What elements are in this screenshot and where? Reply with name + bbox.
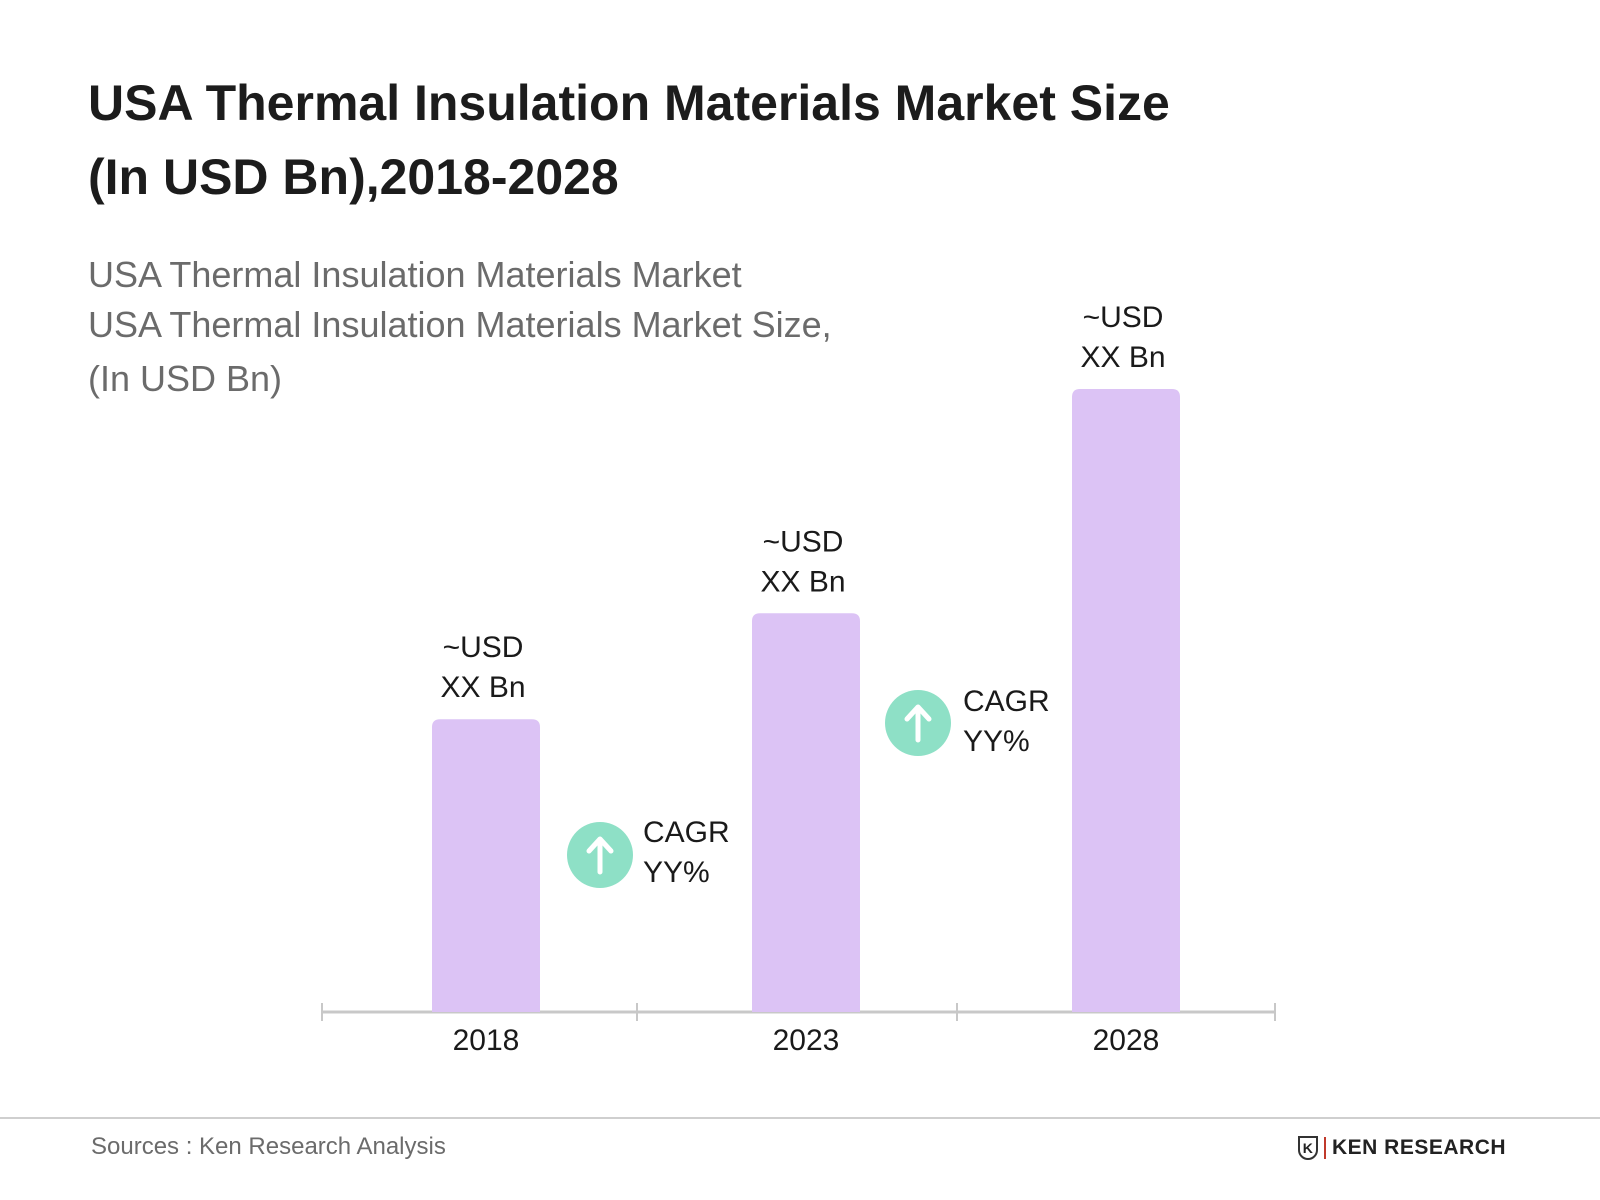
chart-subtitle: USA Thermal Insulation Materials Market … [88, 250, 832, 404]
source-note: Sources : Ken Research Analysis [91, 1133, 446, 1160]
arrow-up-icon [586, 836, 614, 875]
data-label-2028: XX Bn [1080, 341, 1165, 374]
cagr-label: YY% [963, 725, 1030, 758]
title-line-2: (In USD Bn),2018-2028 [88, 149, 619, 205]
arrow-up-icon [904, 704, 932, 743]
x-tick-label-2018: 2018 [453, 1024, 520, 1057]
data-label-2023: XX Bn [760, 565, 845, 598]
data-label-2028: ~USD [1083, 301, 1164, 334]
bar-2023 [752, 613, 860, 1012]
logo-separator [1324, 1137, 1326, 1159]
x-tick-label-2023: 2023 [773, 1024, 840, 1057]
cagr-label: CAGR [643, 816, 730, 849]
logo-shield-icon: K [1298, 1136, 1318, 1160]
chart-title: USA Thermal Insulation Materials Market … [88, 66, 1170, 214]
data-label-2018: XX Bn [440, 671, 525, 704]
bar-2018 [432, 719, 540, 1012]
cagr-label: YY% [643, 856, 710, 889]
subtitle-line-1: USA Thermal Insulation Materials Market [88, 254, 742, 295]
logo-text: KEN RESEARCH [1332, 1136, 1507, 1159]
subtitle-line-2: USA Thermal Insulation Materials Market … [88, 304, 832, 345]
title-line-1: USA Thermal Insulation Materials Market … [88, 75, 1170, 131]
subtitle-line-3: (In USD Bn) [88, 358, 283, 399]
cagr-label: CAGR [963, 685, 1050, 718]
ken-research-logo: K KEN RESEARCH [1298, 1136, 1506, 1160]
footer-divider [0, 1117, 1600, 1119]
data-label-2023: ~USD [763, 525, 844, 558]
data-label-2018: ~USD [443, 631, 524, 664]
x-tick-label-2028: 2028 [1093, 1024, 1160, 1057]
bar-2028 [1072, 389, 1180, 1012]
